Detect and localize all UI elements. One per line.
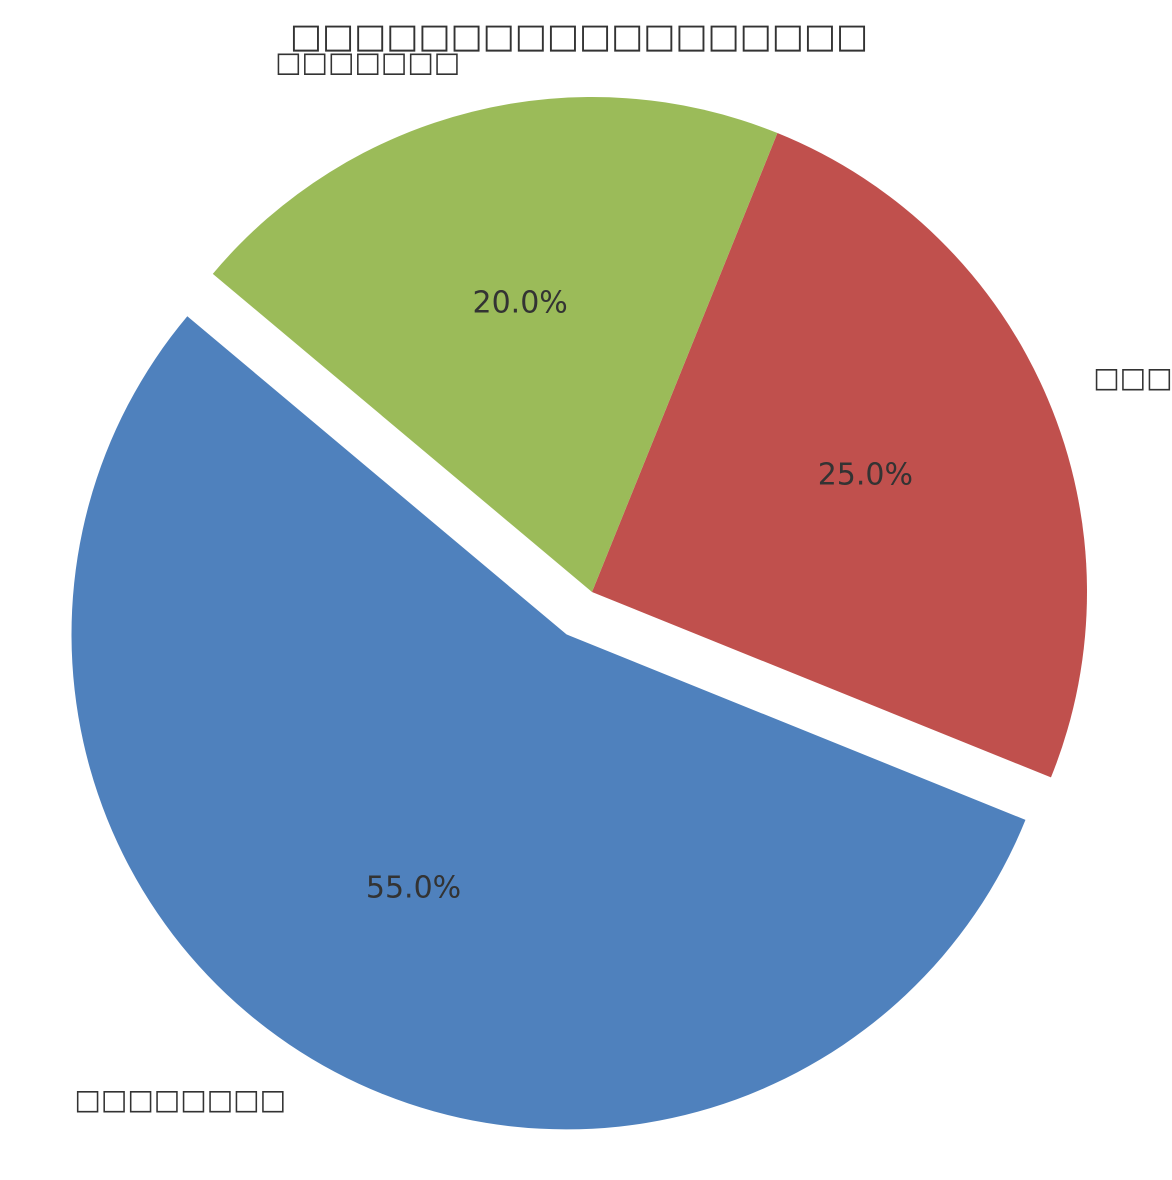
slice-label: □□□□□□□ (275, 46, 460, 79)
value-label: 25.0% (818, 457, 913, 492)
value-label: 55.0% (366, 871, 461, 906)
pie-slice (71, 316, 1026, 1130)
slice-label: □□□ (1093, 361, 1172, 394)
pie-slice (212, 96, 778, 592)
value-label: 20.0% (472, 285, 567, 320)
pie-slice (592, 133, 1087, 778)
slice-label: □□□□□□□□ (74, 1083, 286, 1116)
chart-title: □□□□□□□□□□□□□□□□□□ (290, 17, 868, 57)
